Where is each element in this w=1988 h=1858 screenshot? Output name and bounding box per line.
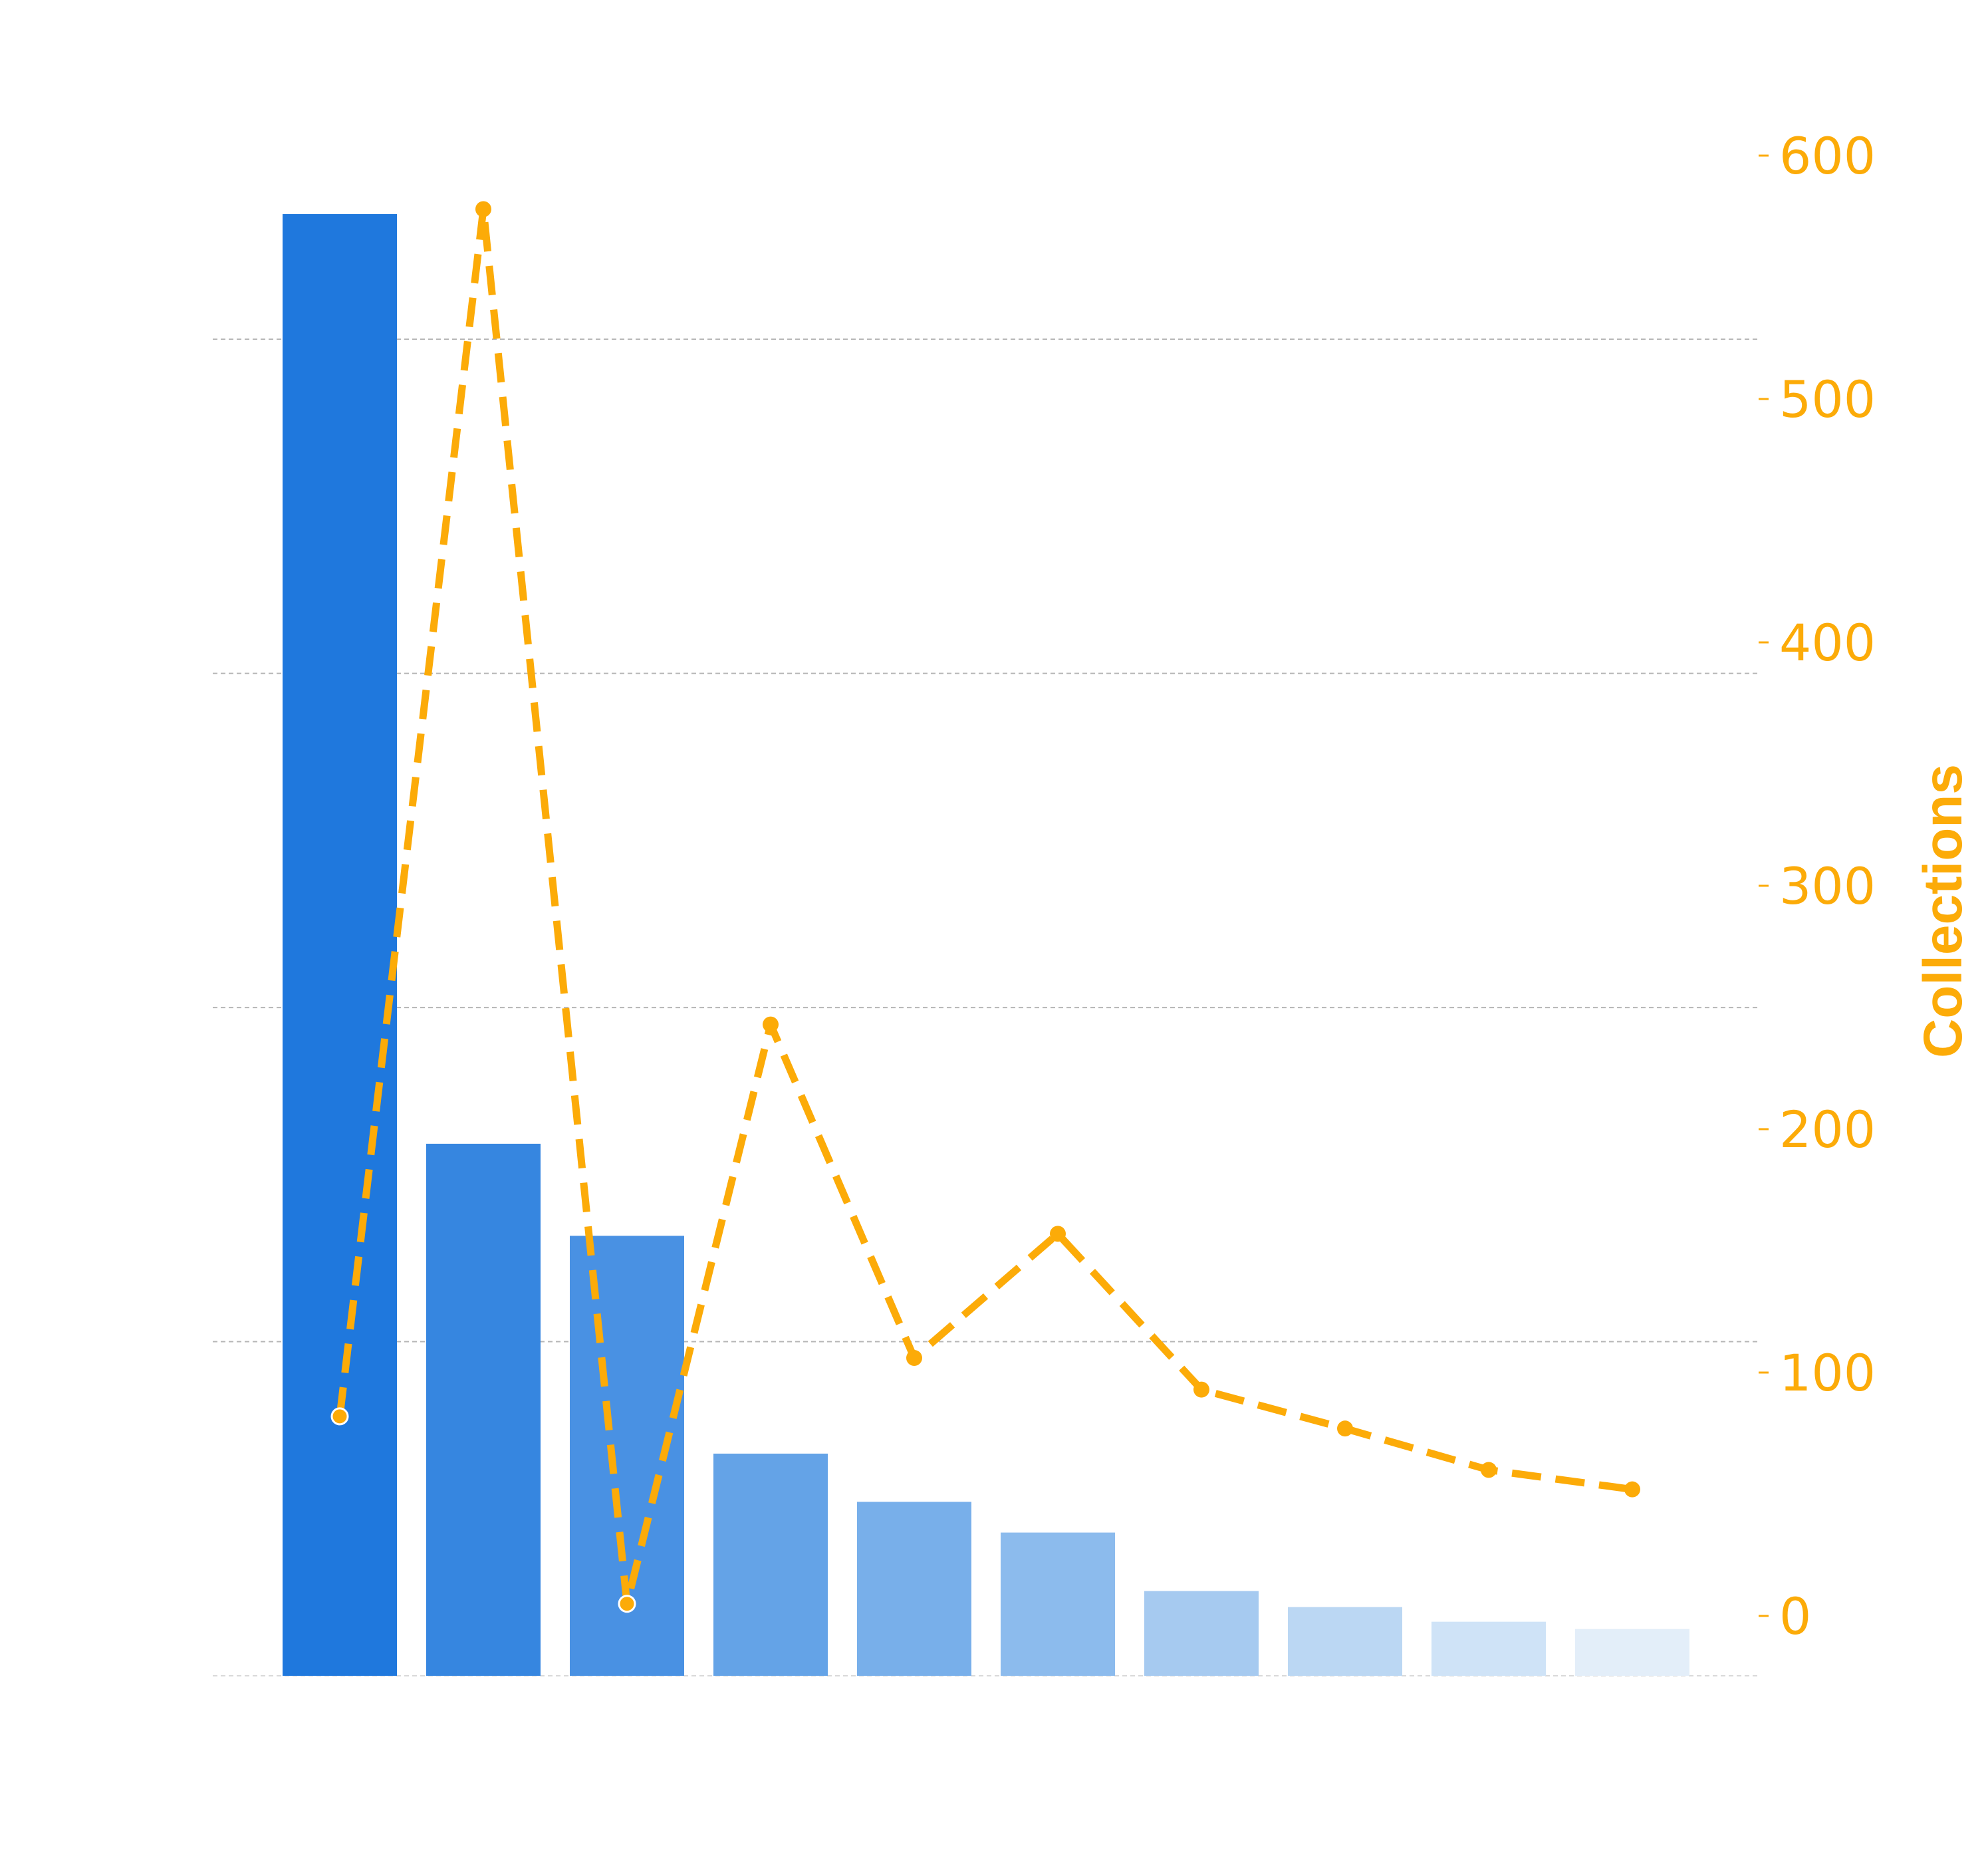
bar	[1001, 1532, 1115, 1676]
line-point	[1050, 1226, 1066, 1242]
bar	[1431, 1621, 1546, 1676]
right-axis-tick-label: 200	[1779, 1100, 1876, 1159]
bar	[1575, 1629, 1689, 1676]
bar	[1144, 1591, 1259, 1676]
line-point	[1624, 1481, 1640, 1498]
line-point	[1337, 1420, 1353, 1437]
line-point	[906, 1350, 922, 1367]
line-point	[330, 1407, 349, 1426]
right-axis-tick-label: 500	[1779, 370, 1876, 429]
line-point	[618, 1595, 636, 1613]
bar	[426, 1143, 541, 1676]
line-point	[1193, 1381, 1209, 1398]
bar	[283, 214, 397, 1676]
right-axis: 0 100 200 300 400 500 600	[1759, 126, 1876, 1646]
right-axis-tick-label: 0	[1779, 1587, 1811, 1646]
bar	[857, 1502, 971, 1676]
right-axis-title: Collections	[1913, 764, 1973, 1058]
bar	[713, 1453, 828, 1676]
right-axis-tick-label: 300	[1779, 857, 1876, 916]
line-point	[1481, 1462, 1497, 1478]
bar-series	[283, 214, 1689, 1676]
right-axis-tick-label: 400	[1779, 613, 1876, 672]
right-axis-tick-label: 600	[1779, 126, 1876, 186]
line-point	[763, 1016, 779, 1033]
right-axis-tick-label: 100	[1779, 1343, 1876, 1402]
line-point	[475, 201, 491, 217]
bar	[1288, 1607, 1402, 1676]
line-series	[330, 201, 1640, 1613]
